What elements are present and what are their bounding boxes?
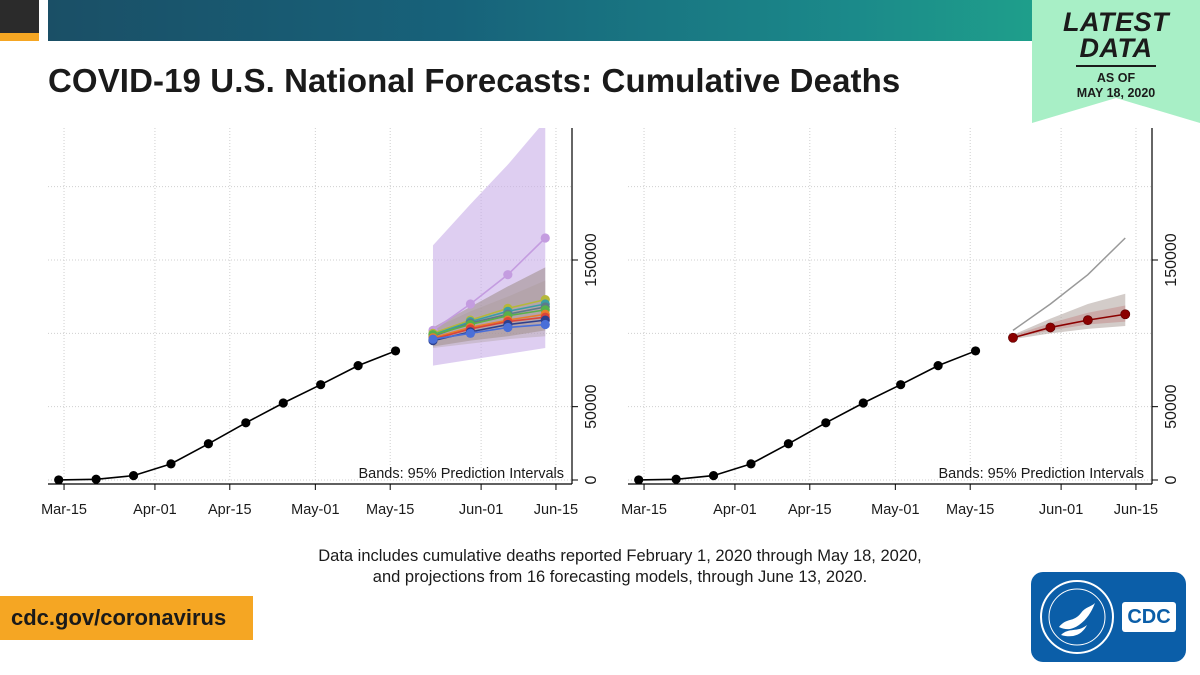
observed-point xyxy=(896,380,906,390)
badge-shape xyxy=(1032,0,1200,123)
observed-point xyxy=(316,380,326,390)
hhs-eagle-icon xyxy=(1040,580,1114,654)
y-tick-label: 0 xyxy=(1163,475,1180,484)
observed-point xyxy=(390,346,401,356)
series-line-teal xyxy=(432,303,546,336)
observed-point xyxy=(933,361,943,371)
y-tick-label: 50000 xyxy=(1163,384,1180,429)
series-point-ensemble xyxy=(1008,332,1018,343)
observed-point xyxy=(858,398,868,408)
caption-line-2: and projections from 16 forecasting mode… xyxy=(372,568,868,586)
observed-point xyxy=(634,475,644,485)
caption-line-1: Data includes cumulative deaths reported… xyxy=(318,547,922,565)
x-tick-label: Mar-15 xyxy=(621,502,667,518)
x-tick-label: Jun-01 xyxy=(1039,502,1083,518)
x-tick-label: May-01 xyxy=(291,502,339,518)
observed-point xyxy=(128,471,139,481)
observed-point xyxy=(353,361,363,371)
observed-point xyxy=(241,418,251,428)
observed-line xyxy=(638,350,976,481)
observed-point xyxy=(746,459,756,469)
y-tick-label: 150000 xyxy=(583,233,600,286)
corner-accent xyxy=(0,33,39,41)
header-bar xyxy=(48,0,1200,41)
series-point-purple xyxy=(465,299,476,309)
x-tick-label: May-01 xyxy=(871,502,919,518)
upper-reference-line xyxy=(1012,237,1126,332)
band-annotation: Bands: 95% Prediction Intervals xyxy=(358,466,564,482)
series-line-olive xyxy=(432,298,546,335)
x-tick-label: Jun-15 xyxy=(1114,502,1158,518)
website-link[interactable]: cdc.gov/coronavirus xyxy=(11,605,227,630)
series-line-purple xyxy=(432,237,546,332)
prediction-band xyxy=(1012,293,1126,340)
series-line-ensemble xyxy=(1012,313,1126,339)
series-point-ensemble xyxy=(1120,309,1131,320)
y-tick-label: 0 xyxy=(583,475,600,484)
badge-line-2: DATA xyxy=(1079,33,1153,63)
latest-data-badge: LATEST DATA AS OF MAY 18, 2020 xyxy=(1032,0,1200,123)
x-tick-label: May-15 xyxy=(366,502,414,518)
observed-point xyxy=(278,398,288,408)
x-tick-label: Apr-01 xyxy=(133,502,177,518)
series-point-purple xyxy=(503,270,513,280)
observed-point xyxy=(54,475,64,485)
x-tick-label: Apr-15 xyxy=(788,502,832,518)
badge-divider xyxy=(1076,65,1156,67)
band-annotation: Bands: 95% Prediction Intervals xyxy=(938,466,1144,482)
chart-individual-models: Mar-15 Apr-01 Apr-15 May-01 May-15 Jun-01 Jun-… xyxy=(41,128,600,518)
series-point-ensemble xyxy=(1045,322,1056,333)
observed-point xyxy=(821,418,831,428)
series-line-orange xyxy=(432,313,546,339)
series-point-ensemble xyxy=(1082,315,1093,326)
series-point-blue xyxy=(428,334,438,344)
observed-point xyxy=(166,459,176,469)
series-point-blue xyxy=(503,322,513,333)
page-title: COVID-19 U.S. National Forecasts: Cumula… xyxy=(48,62,901,99)
observed-point xyxy=(671,474,681,484)
observed-point xyxy=(91,474,101,484)
observed-point xyxy=(783,439,794,449)
badge-line-1: LATEST xyxy=(1063,7,1169,37)
cdc-logo: CDC xyxy=(1031,572,1186,662)
observed-point xyxy=(970,346,981,356)
cdc-wordmark: CDC xyxy=(1122,602,1176,632)
url-banner: cdc.gov/coronavirus xyxy=(0,596,253,640)
x-tick-label: Mar-15 xyxy=(41,502,87,518)
x-tick-label: Apr-15 xyxy=(208,502,252,518)
series-line-red xyxy=(432,316,546,340)
series-point-purple xyxy=(540,233,550,243)
y-tick-label: 150000 xyxy=(1163,233,1180,286)
y-tick-label: 50000 xyxy=(583,384,600,429)
series-line-green xyxy=(432,309,546,336)
series-line-blue xyxy=(432,323,546,340)
series-point-blue xyxy=(540,319,550,330)
chart-caption: Data includes cumulative deaths reported… xyxy=(250,546,990,588)
x-tick-label: Jun-15 xyxy=(534,502,578,518)
observed-point xyxy=(203,439,214,449)
chart-ensemble: Mar-15 Apr-01 Apr-15 May-01 May-15 Jun-01 Jun-… xyxy=(621,128,1180,518)
observed-line xyxy=(58,350,396,481)
observed-point xyxy=(708,471,719,481)
x-tick-label: May-15 xyxy=(946,502,994,518)
badge-line-3: AS OF xyxy=(1096,71,1136,85)
badge-date: MAY 18, 2020 xyxy=(1076,86,1156,100)
series-point-blue xyxy=(465,328,476,338)
x-tick-label: Jun-01 xyxy=(459,502,503,518)
corner-block xyxy=(0,0,39,33)
x-tick-label: Apr-01 xyxy=(713,502,757,518)
